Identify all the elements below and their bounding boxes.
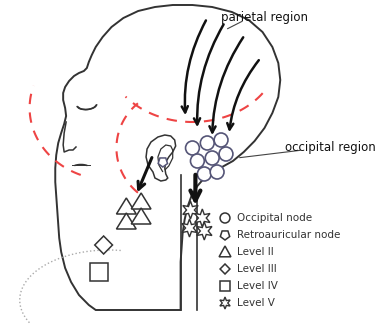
Polygon shape [197,222,212,240]
Circle shape [205,151,219,165]
Polygon shape [183,201,198,219]
Bar [90,263,108,281]
Polygon shape [220,231,230,240]
PathPatch shape [55,5,280,310]
Text: Level II: Level II [237,247,274,257]
Polygon shape [182,219,197,237]
Text: Level V: Level V [237,298,275,308]
Circle shape [220,213,230,223]
Polygon shape [116,213,136,229]
Circle shape [185,141,199,155]
Polygon shape [158,158,168,167]
Polygon shape [116,198,136,214]
Polygon shape [195,209,210,227]
Circle shape [197,167,211,181]
Circle shape [219,147,233,161]
Polygon shape [95,236,113,254]
Polygon shape [131,193,151,209]
Text: Occipital node: Occipital node [237,213,312,223]
Text: occipital region: occipital region [285,142,376,154]
Text: Retroauricular node: Retroauricular node [237,230,340,240]
Polygon shape [220,297,230,309]
Circle shape [214,133,228,147]
Bar [220,281,230,291]
Circle shape [210,165,224,179]
Text: Level III: Level III [237,264,277,274]
Polygon shape [219,246,231,257]
Text: parietal region: parietal region [221,11,308,25]
Polygon shape [131,208,151,224]
Polygon shape [220,264,230,274]
Circle shape [200,136,214,150]
Circle shape [190,154,204,168]
PathPatch shape [146,135,176,181]
Polygon shape [190,7,280,194]
Text: Level IV: Level IV [237,281,278,291]
